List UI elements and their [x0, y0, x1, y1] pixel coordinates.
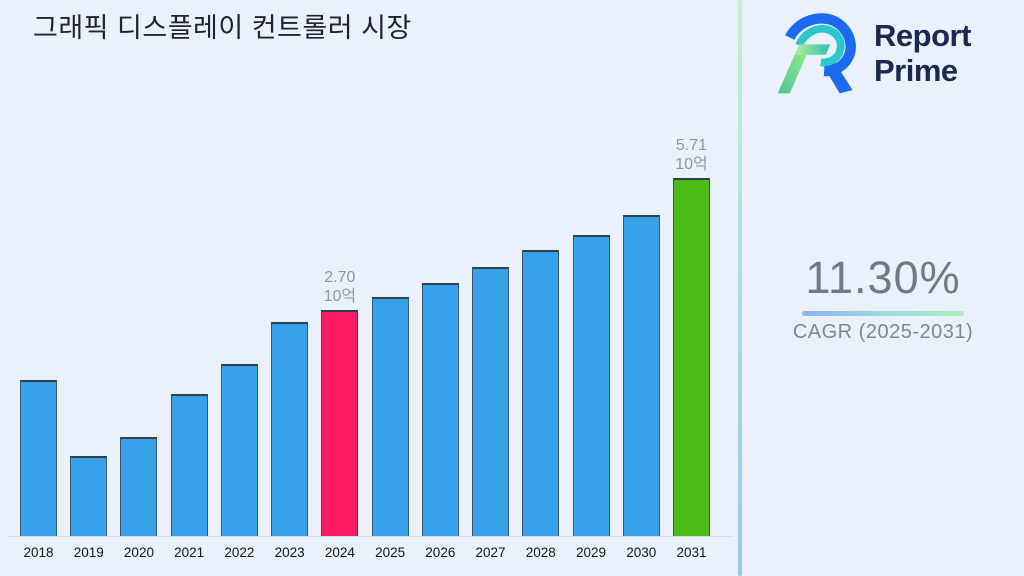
x-tick-2030: 2030 [626, 545, 657, 560]
report-prime-logo: Report Prime [776, 10, 971, 96]
x-tick-2019: 2019 [73, 545, 104, 560]
bar-2023 [271, 322, 309, 536]
x-tick-2020: 2020 [123, 545, 154, 560]
vertical-divider [738, 0, 742, 576]
cagr-label: CAGR (2025-2031) [792, 321, 974, 343]
page-title: 그래픽 디스플레이 컨트롤러 시장 [33, 13, 412, 43]
logo-word-prime: Prime [874, 53, 958, 88]
bar-chart: 2018 2019 2020 2021 2022 2023 2024 2.70 10억 2025 2… [8, 136, 734, 560]
x-tick-2024: 2024 [324, 545, 355, 560]
x-tick-2031: 2031 [676, 545, 707, 560]
bar-2019 [70, 456, 108, 536]
bar-2029 [572, 235, 610, 536]
x-tick-2018: 2018 [23, 545, 54, 560]
annotation-value: 2.70 [324, 269, 356, 286]
cagr-panel: 11.30% CAGR (2025-2031) [742, 252, 1024, 344]
x-tick-2026: 2026 [425, 545, 456, 560]
bar-2026 [421, 283, 459, 536]
bar-2020 [120, 437, 158, 536]
bar-2031 [672, 178, 710, 536]
bar-2030 [622, 215, 660, 536]
value-annotation-2031: 5.71 10억 [649, 136, 733, 174]
x-tick-2028: 2028 [525, 545, 556, 560]
x-tick-2027: 2027 [475, 545, 506, 560]
bar-2018 [20, 380, 57, 536]
x-tick-2022: 2022 [224, 545, 255, 560]
x-tick-2021: 2021 [174, 545, 205, 560]
x-axis-line [8, 536, 734, 537]
annotation-unit: 10억 [675, 156, 708, 173]
value-annotation-2024: 2.70 10억 [298, 268, 382, 306]
report-prime-logo-icon [777, 13, 856, 94]
cagr-underline [802, 311, 964, 316]
bar-2027 [472, 267, 510, 536]
annotation-unit: 10억 [323, 288, 357, 305]
x-tick-2025: 2025 [375, 545, 406, 560]
bar-2025 [371, 297, 409, 536]
annotation-value: 5.71 [675, 137, 708, 154]
x-tick-2023: 2023 [274, 545, 305, 560]
logo-word-report: Report [874, 18, 971, 53]
bar-2021 [170, 394, 208, 536]
x-tick-2029: 2029 [575, 545, 607, 560]
logo-wordmark: Report Prime [874, 18, 971, 88]
bar-2022 [220, 364, 258, 536]
bar-2024 [321, 310, 359, 536]
bar-2028 [522, 250, 560, 536]
cagr-value: 11.30% [805, 252, 961, 303]
